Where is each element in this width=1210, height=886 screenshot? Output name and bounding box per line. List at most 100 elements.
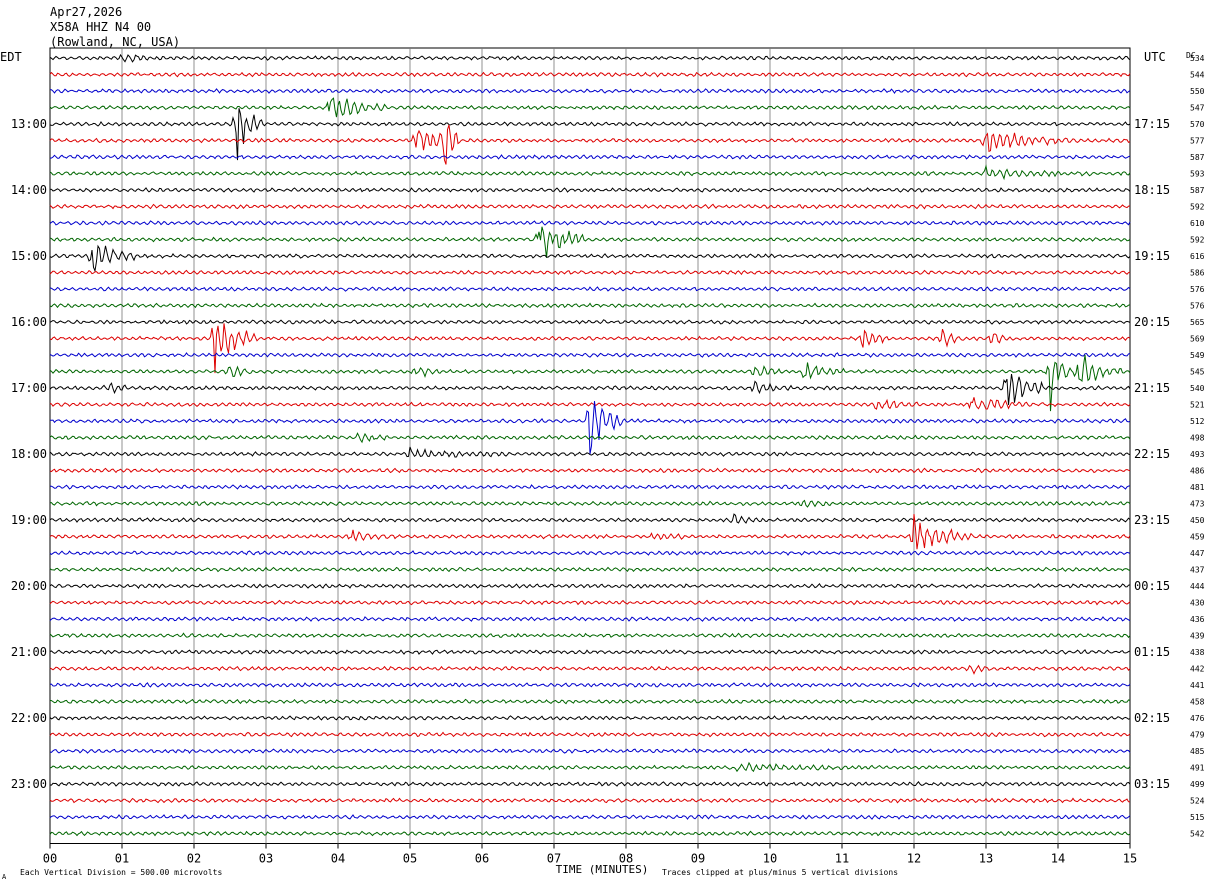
- x-tick-label: 01: [115, 852, 129, 866]
- dc-offset-value: 521: [1190, 401, 1205, 410]
- dc-offset-value: 587: [1190, 186, 1205, 195]
- clip-note: Traces clipped at plus/minus 5 vertical …: [662, 868, 898, 877]
- dc-offset-value: 447: [1190, 549, 1205, 558]
- left-hour-label: 23:00: [11, 777, 47, 791]
- seismic-trace: [49, 220, 1131, 226]
- left-hour-label: 17:00: [11, 381, 47, 395]
- seismic-trace: [49, 323, 1131, 374]
- dc-offset-value: 436: [1190, 615, 1205, 624]
- seismic-trace: [49, 616, 1131, 622]
- seismic-trace: [49, 632, 1131, 639]
- right-hour-label: 20:15: [1134, 315, 1170, 329]
- seismic-trace: [49, 397, 1131, 410]
- right-hour-label: 00:15: [1134, 579, 1170, 593]
- seismic-trace: [49, 302, 1131, 309]
- dc-offset-value: 549: [1190, 351, 1205, 360]
- x-tick-label: 06: [475, 852, 489, 866]
- dc-offset-value: 534: [1190, 54, 1205, 63]
- seismic-trace: [49, 286, 1131, 292]
- seismic-trace: [49, 319, 1131, 325]
- x-tick-label: 14: [1051, 852, 1065, 866]
- dc-offset-value: 493: [1190, 450, 1205, 459]
- station-location: (Rowland, NC, USA): [50, 35, 181, 49]
- seismic-trace: [49, 566, 1131, 573]
- dc-offset-value: 439: [1190, 632, 1205, 641]
- scale-note: Each Vertical Division = 500.00 microvol…: [20, 868, 222, 877]
- dc-offset-value: 515: [1190, 813, 1205, 822]
- seismic-trace: [49, 830, 1131, 837]
- dc-offset-value: 592: [1190, 236, 1205, 245]
- seismic-trace: [49, 715, 1131, 721]
- seismic-trace: [49, 432, 1131, 444]
- left-timezone-label: EDT: [0, 50, 22, 64]
- seismic-trace: [49, 226, 1131, 258]
- left-hour-label: 19:00: [11, 513, 47, 527]
- left-hour-label: 20:00: [11, 579, 47, 593]
- seismic-trace: [49, 499, 1131, 508]
- right-hour-label: 17:15: [1134, 117, 1170, 131]
- seismic-trace: [49, 71, 1131, 78]
- dc-offset-value: 592: [1190, 203, 1205, 212]
- dc-offset-value: 498: [1190, 434, 1205, 443]
- dc-offset-value: 570: [1190, 120, 1205, 129]
- x-tick-label: 04: [331, 852, 345, 866]
- seismic-trace: [49, 698, 1131, 705]
- seismic-trace: [49, 682, 1131, 688]
- seismic-trace: [49, 354, 1131, 412]
- dc-offset-value: 485: [1190, 747, 1205, 756]
- x-tick-label: 13: [979, 852, 993, 866]
- dc-offset-value: 540: [1190, 384, 1205, 393]
- seismic-trace: [49, 797, 1131, 804]
- dc-offset-value: 499: [1190, 780, 1205, 789]
- dc-offset-value: 438: [1190, 648, 1205, 657]
- left-hour-label: 14:00: [11, 183, 47, 197]
- dc-offset-value: 577: [1190, 137, 1205, 146]
- seismic-trace: [49, 164, 1131, 181]
- seismic-trace: [49, 352, 1131, 358]
- dc-offset-value: 437: [1190, 566, 1205, 575]
- seismic-trace: [49, 484, 1131, 490]
- x-tick-label: 12: [907, 852, 921, 866]
- seismic-trace: [49, 513, 1131, 524]
- seismic-trace: [49, 761, 1131, 773]
- seismic-trace: [49, 244, 1131, 273]
- x-tick-label: 15: [1123, 852, 1137, 866]
- right-hour-label: 23:15: [1134, 513, 1170, 527]
- dc-offset-value: 587: [1190, 153, 1205, 162]
- right-hour-label: 01:15: [1134, 645, 1170, 659]
- x-axis-title: TIME (MINUTES): [556, 863, 649, 876]
- dc-offset-value: 544: [1190, 71, 1205, 80]
- seismic-trace: [49, 731, 1131, 738]
- x-tick-label: 05: [403, 852, 417, 866]
- right-hour-label: 19:15: [1134, 249, 1170, 263]
- seismic-trace: [49, 108, 1131, 161]
- right-timezone-label: UTC: [1144, 50, 1166, 64]
- dc-offset-value: 491: [1190, 764, 1205, 773]
- station-id: X58A HHZ N4 00: [50, 20, 152, 34]
- seismic-trace: [49, 599, 1131, 606]
- right-hour-label: 03:15: [1134, 777, 1170, 791]
- x-tick-label: 10: [763, 852, 777, 866]
- left-hour-label: 13:00: [11, 117, 47, 131]
- dc-offset-value: 473: [1190, 500, 1205, 509]
- dc-offset-value: 481: [1190, 483, 1205, 492]
- dc-offset-value: 512: [1190, 417, 1205, 426]
- dc-offset-value: 616: [1190, 252, 1205, 261]
- seismic-trace: [49, 269, 1131, 276]
- seismic-trace: [49, 550, 1131, 556]
- dc-offset-value: 486: [1190, 467, 1205, 476]
- dc-offset-value: 442: [1190, 665, 1205, 674]
- seismic-trace: [50, 401, 1131, 455]
- seismic-trace: [49, 97, 1131, 118]
- dc-offset-value: 586: [1190, 269, 1205, 278]
- dc-offset-value: 441: [1190, 681, 1205, 690]
- right-hour-label: 18:15: [1134, 183, 1170, 197]
- seismic-trace: [49, 53, 1131, 63]
- seismic-trace: [49, 582, 1131, 589]
- seismic-trace: [49, 780, 1131, 787]
- dc-offset-value: 565: [1190, 318, 1205, 327]
- x-tick-label: 00: [43, 852, 57, 866]
- seismic-trace: [49, 664, 1131, 675]
- dc-offset-value: 444: [1190, 582, 1205, 591]
